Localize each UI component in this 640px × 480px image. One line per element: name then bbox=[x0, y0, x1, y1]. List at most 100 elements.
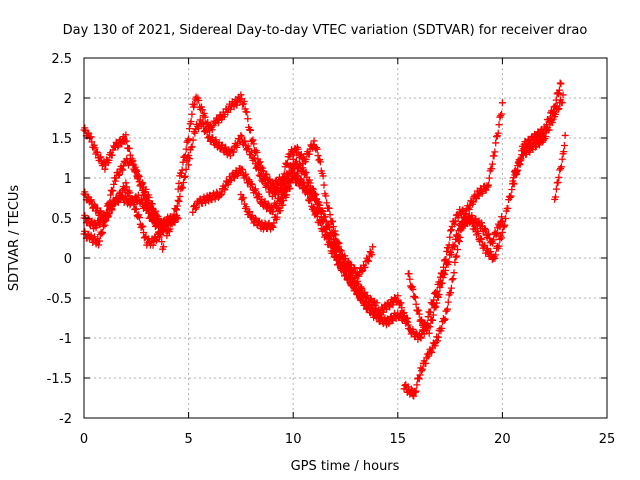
data-point bbox=[405, 325, 413, 333]
data-point bbox=[447, 226, 455, 234]
data-point bbox=[555, 173, 563, 181]
data-point bbox=[134, 212, 142, 220]
data-point bbox=[91, 144, 99, 152]
data-point bbox=[323, 199, 331, 207]
data-point bbox=[417, 334, 425, 342]
data-point bbox=[411, 294, 419, 302]
data-point bbox=[460, 222, 468, 230]
data-point bbox=[485, 174, 493, 182]
data-point bbox=[329, 217, 337, 225]
data-point bbox=[296, 160, 304, 168]
data-point bbox=[495, 121, 503, 129]
data-point bbox=[394, 292, 402, 300]
data-point bbox=[175, 179, 183, 187]
data-point bbox=[240, 98, 248, 106]
data-point bbox=[251, 185, 259, 193]
data-point bbox=[366, 248, 374, 256]
data-point bbox=[364, 256, 372, 264]
data-point bbox=[276, 207, 284, 215]
data-point bbox=[441, 315, 449, 323]
data-point bbox=[496, 235, 504, 243]
data-point bbox=[439, 274, 447, 282]
data-point bbox=[325, 204, 333, 212]
y-tick-label: -1.5 bbox=[47, 372, 72, 387]
data-point bbox=[434, 333, 442, 341]
data-point bbox=[424, 322, 432, 330]
data-point bbox=[455, 238, 463, 246]
data-point bbox=[558, 99, 566, 107]
data-point bbox=[355, 288, 363, 296]
data-point bbox=[438, 324, 446, 332]
data-point bbox=[233, 101, 241, 109]
data-point bbox=[211, 195, 219, 203]
data-point bbox=[373, 299, 381, 307]
data-point bbox=[95, 237, 103, 245]
data-point bbox=[557, 163, 565, 171]
data-point bbox=[368, 251, 376, 259]
data-point bbox=[414, 374, 422, 382]
data-point bbox=[179, 184, 187, 192]
y-tick-label: 0.5 bbox=[51, 212, 72, 227]
data-point bbox=[191, 129, 199, 137]
data-point bbox=[336, 254, 344, 262]
data-point bbox=[290, 164, 298, 172]
y-tick-label: -2 bbox=[59, 412, 72, 427]
data-point bbox=[375, 310, 383, 318]
data-point bbox=[420, 320, 428, 328]
data-point bbox=[84, 215, 92, 223]
data-point bbox=[507, 192, 515, 200]
data-point bbox=[286, 184, 294, 192]
data-point bbox=[492, 139, 500, 147]
data-point bbox=[438, 279, 446, 287]
data-point bbox=[185, 155, 193, 163]
data-point bbox=[497, 112, 505, 120]
data-point bbox=[415, 310, 423, 318]
data-point bbox=[103, 209, 111, 217]
data-point bbox=[312, 196, 320, 204]
data-point bbox=[319, 172, 327, 180]
data-point bbox=[492, 231, 500, 239]
data-point bbox=[221, 186, 229, 194]
data-point bbox=[257, 170, 265, 178]
data-point bbox=[409, 285, 417, 293]
data-point bbox=[157, 231, 165, 239]
data-point bbox=[555, 90, 563, 98]
data-point bbox=[459, 206, 467, 214]
data-point bbox=[176, 193, 184, 201]
data-point bbox=[493, 230, 501, 238]
data-point bbox=[198, 119, 206, 127]
data-point bbox=[163, 232, 171, 240]
y-tick-label: 2 bbox=[64, 92, 72, 107]
data-point bbox=[87, 231, 95, 239]
data-point bbox=[416, 333, 424, 341]
data-point bbox=[433, 299, 441, 307]
data-point bbox=[309, 203, 317, 211]
data-point bbox=[431, 342, 439, 350]
data-point bbox=[132, 166, 140, 174]
series-track-k bbox=[457, 79, 565, 263]
data-point bbox=[313, 145, 321, 153]
data-point bbox=[100, 215, 108, 223]
data-point bbox=[217, 191, 225, 199]
data-point bbox=[358, 268, 366, 276]
data-point bbox=[158, 218, 166, 226]
data-point bbox=[490, 236, 498, 244]
data-point bbox=[452, 253, 460, 261]
data-point bbox=[350, 265, 358, 273]
data-point bbox=[498, 99, 506, 107]
data-point bbox=[554, 178, 562, 186]
data-point bbox=[399, 309, 407, 317]
data-point bbox=[233, 143, 241, 151]
data-point bbox=[548, 119, 556, 127]
data-point bbox=[254, 162, 262, 170]
data-point bbox=[178, 166, 186, 174]
data-point bbox=[557, 80, 565, 88]
data-point bbox=[96, 154, 104, 162]
data-point bbox=[306, 179, 314, 187]
data-point bbox=[106, 198, 114, 206]
data-point bbox=[385, 320, 393, 328]
data-point bbox=[137, 197, 145, 205]
grid-lines bbox=[84, 58, 607, 418]
data-point bbox=[447, 284, 455, 292]
